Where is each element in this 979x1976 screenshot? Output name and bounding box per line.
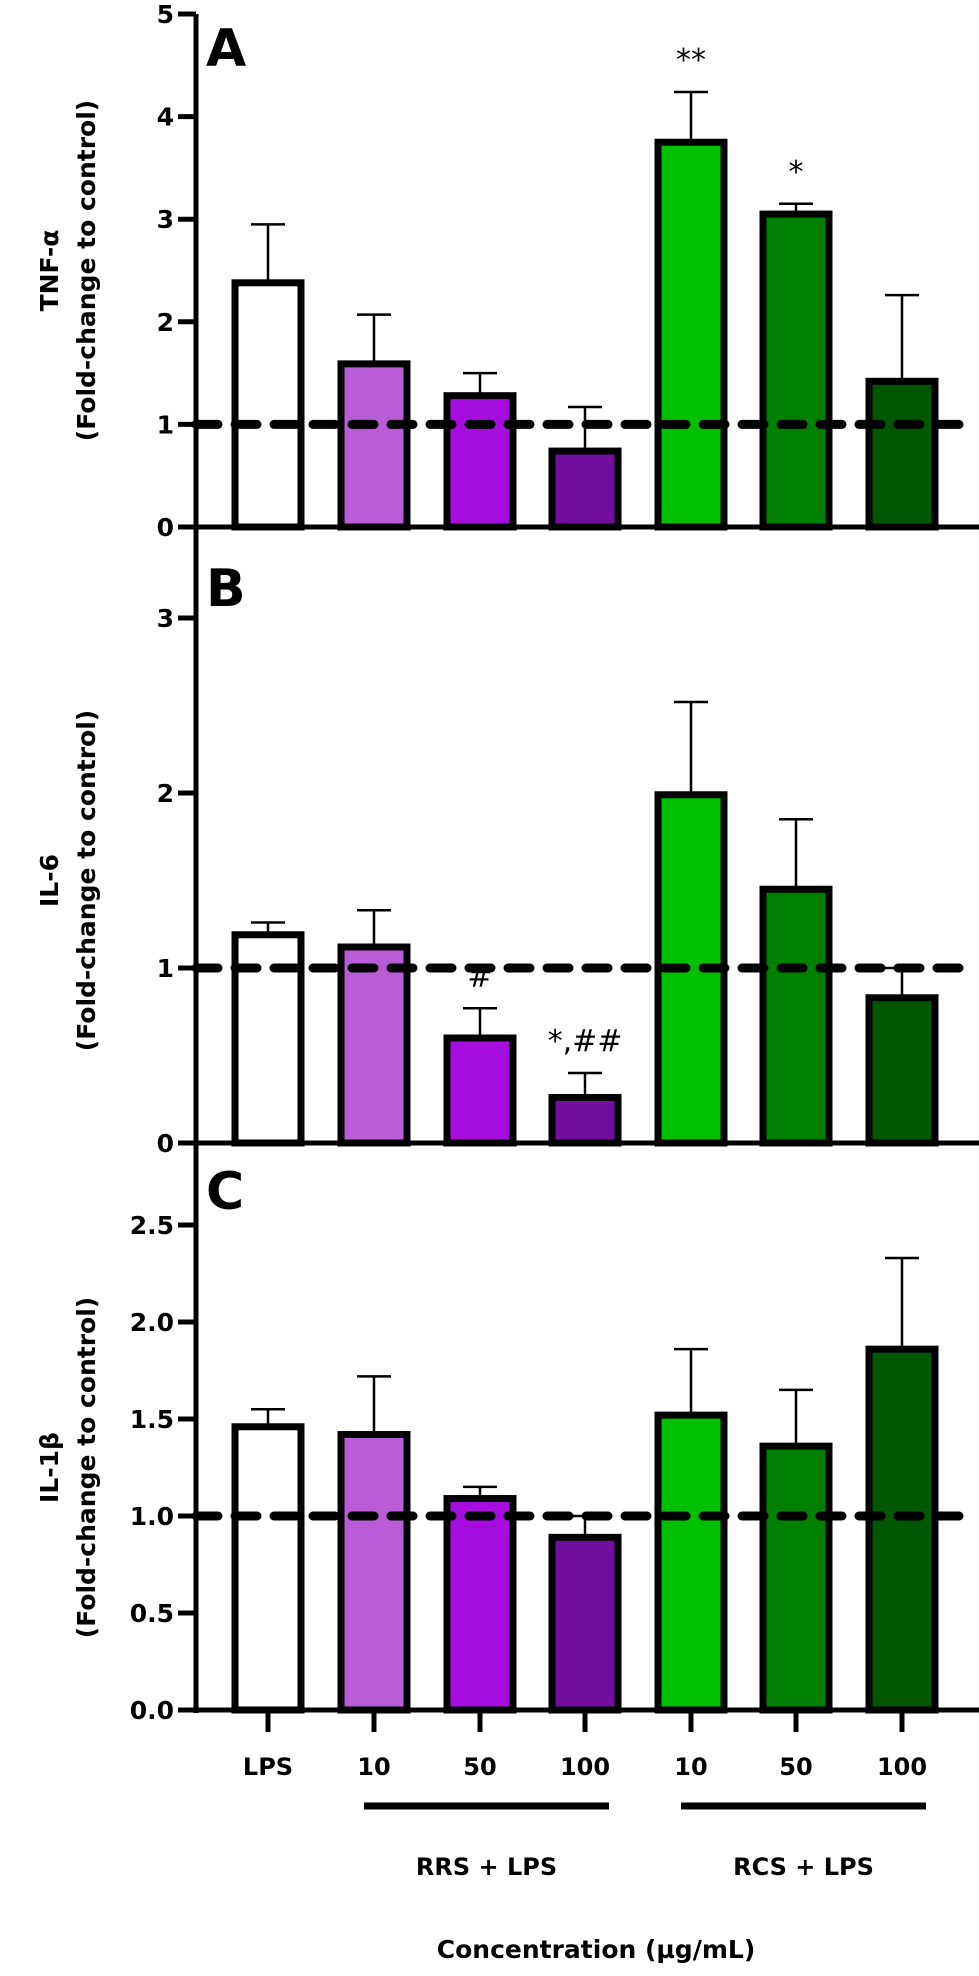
x-tick-label: 50 [463,1753,496,1781]
y-tick-label: 2 [157,308,174,337]
panel-letter: A [206,19,246,79]
y-axis-title-units: (Fold-change to control) [72,710,101,1051]
x-axis-title: Concentration (µg/mL) [437,1935,756,1964]
bar [337,943,411,1147]
x-tick-label: 100 [877,1753,927,1781]
x-tick-label: 10 [674,1753,707,1781]
y-tick-label: 1.0 [130,1502,174,1531]
bar [548,1094,622,1147]
panel-c: 0.0 0.5 1.0 1.5 2.0 2.5 IL-1β (Fold-change to c… [35,1145,979,1725]
bar [865,1345,939,1714]
y-tick-label: 0 [157,513,174,542]
y-axis-title-analyte: IL-1β [35,1432,64,1503]
y-tick-label: 3 [157,205,174,234]
bar [337,360,411,531]
bar [865,377,939,531]
y-tick-label: 0.0 [130,1696,174,1725]
y-tick-label: 0 [157,1129,174,1158]
y-tick-label: 1.5 [130,1405,174,1434]
bar [337,1431,411,1714]
bar [759,210,833,531]
bar [654,138,728,531]
bar [548,1533,622,1714]
panel-letter: B [206,559,246,619]
y-tick-label: 4 [157,103,174,132]
bar [443,1034,517,1147]
y-axis-title-units: (Fold-change to control) [72,1297,101,1638]
x-tick-label: 10 [357,1753,390,1781]
bar [759,885,833,1147]
x-axis-area: LPS 10 50 100 10 50 100 RRS + LPS RCS + LPS Con… [243,1710,927,1964]
bar [443,392,517,531]
y-tick-label: 3 [157,604,174,633]
group-label: RRS + LPS [416,1853,557,1881]
panel-letter: C [206,1162,244,1222]
x-tick-label: LPS [243,1753,293,1781]
y-tick-label: 0.5 [130,1599,174,1628]
bar [548,447,622,531]
y-tick-label: 2 [157,779,174,808]
significance-label: * [789,155,804,190]
y-tick-label: 5 [157,0,174,29]
y-axis-title-analyte: TNF-α [35,230,64,312]
x-tick-label: 50 [779,1753,812,1781]
bar [443,1495,517,1714]
y-axis-title-units: (Fold-change to control) [72,100,101,441]
group-label: RCS + LPS [733,1853,874,1881]
y-axis-title-analyte: IL-6 [35,854,64,907]
bar [654,1411,728,1714]
bar [231,279,305,531]
bar [865,994,939,1147]
significance-label: ** [676,43,706,78]
y-tick-label: 1 [157,954,174,983]
y-tick-label: 2.5 [130,1211,174,1240]
bar [759,1442,833,1714]
x-tick-label: 100 [560,1753,610,1781]
significance-label: *,## [548,1024,623,1059]
bar [231,1423,305,1714]
y-tick-label: 2.0 [130,1308,174,1337]
y-tick-label: 1 [157,410,174,439]
